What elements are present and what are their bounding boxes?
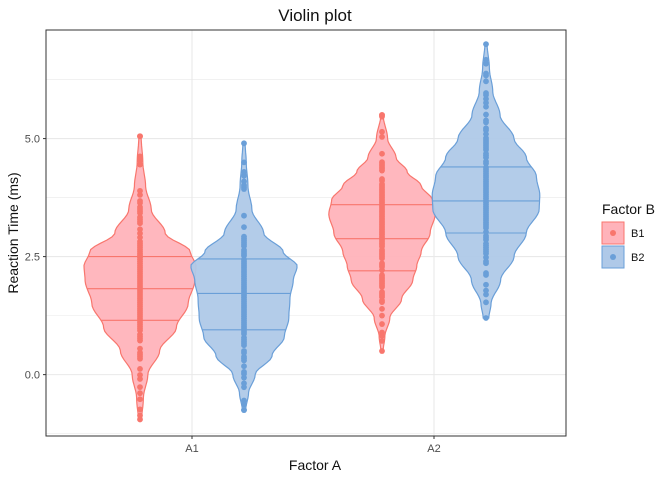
data-point <box>137 416 143 423</box>
data-point <box>137 345 143 352</box>
chart-title: Violin plot <box>278 6 352 25</box>
data-point <box>483 287 489 294</box>
data-point <box>137 349 143 356</box>
data-point <box>379 150 385 157</box>
data-point <box>241 363 247 370</box>
x-axis-title: Factor A <box>289 457 342 473</box>
point-layer <box>137 41 489 423</box>
legend-item-b1: B1 <box>601 221 644 245</box>
data-point <box>137 390 143 397</box>
data-point <box>241 348 247 354</box>
data-point <box>241 407 247 413</box>
data-point <box>137 161 143 168</box>
data-point <box>241 178 247 185</box>
data-point <box>379 128 385 135</box>
axis-layer: 0.0 2.5 5.0 A1 A2 <box>25 134 441 455</box>
data-point <box>379 272 385 279</box>
data-point <box>241 233 247 240</box>
data-point <box>241 380 247 387</box>
data-point <box>379 133 385 140</box>
data-point <box>241 140 247 147</box>
data-point <box>137 198 143 204</box>
data-point <box>241 212 247 219</box>
data-point <box>137 214 143 221</box>
data-point <box>137 153 143 160</box>
legend-label-b1: B1 <box>631 228 644 240</box>
data-point <box>241 369 247 375</box>
data-point <box>483 117 489 124</box>
data-point <box>137 365 143 372</box>
data-point <box>137 372 143 378</box>
data-point <box>137 406 143 413</box>
data-point <box>379 348 385 354</box>
y-tick-label: 2.5 <box>25 252 40 264</box>
data-point <box>137 376 143 382</box>
data-point <box>483 90 489 96</box>
data-point <box>483 78 489 85</box>
data-point <box>241 397 247 404</box>
data-point <box>379 305 385 312</box>
data-point <box>137 191 143 198</box>
data-point <box>137 238 143 245</box>
data-point <box>241 168 247 175</box>
data-point <box>483 125 489 132</box>
y-tick-label: 0.0 <box>25 370 40 382</box>
data-point <box>483 315 489 321</box>
legend: Factor B B1 B2 <box>601 201 655 269</box>
legend-title: Factor B <box>602 201 655 217</box>
data-point <box>379 159 385 166</box>
data-point <box>137 230 143 237</box>
data-point <box>379 329 385 336</box>
data-point <box>379 176 385 182</box>
x-tick-label: A1 <box>185 443 198 455</box>
data-point <box>241 224 247 231</box>
data-point <box>379 312 385 319</box>
data-point <box>483 111 489 118</box>
data-point <box>379 260 385 267</box>
data-point <box>241 159 247 166</box>
data-point <box>137 133 143 140</box>
data-point <box>137 396 143 403</box>
data-point <box>483 299 489 306</box>
data-point <box>483 70 489 77</box>
y-axis-title: Reaction Time (ms) <box>5 172 21 293</box>
data-point <box>137 226 143 233</box>
data-point <box>137 412 143 419</box>
data-point <box>483 281 489 288</box>
legend-label-b2: B2 <box>631 252 644 264</box>
x-tick-label: A2 <box>427 443 440 455</box>
y-tick-label: 5.0 <box>25 134 40 146</box>
data-point <box>137 187 143 194</box>
data-point <box>379 321 385 327</box>
data-point <box>137 384 143 391</box>
panel-border <box>45 29 567 437</box>
legend-dot-b2 <box>610 254 616 260</box>
legend-item-b2: B2 <box>601 245 644 269</box>
data-point <box>379 338 385 344</box>
data-point <box>379 289 385 295</box>
legend-dot-b1 <box>610 230 616 236</box>
data-point <box>137 234 143 241</box>
data-point <box>137 331 143 338</box>
data-point <box>483 41 489 48</box>
data-point <box>483 270 489 276</box>
data-point <box>379 112 385 118</box>
data-point <box>137 204 143 210</box>
data-point <box>483 56 489 63</box>
